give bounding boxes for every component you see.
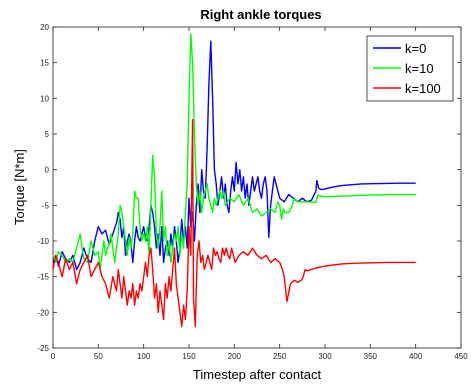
x-tick-label: 150 bbox=[182, 352, 196, 361]
legend: k=0 k=10 k=100 bbox=[366, 35, 454, 102]
legend-label: k=100 bbox=[405, 81, 441, 96]
series-line-k100 bbox=[52, 118, 416, 328]
y-tick-label: 0 bbox=[45, 166, 50, 175]
legend-label: k=0 bbox=[405, 41, 426, 56]
x-tick-label: 0 bbox=[51, 352, 56, 361]
x-tick-label: 350 bbox=[364, 352, 378, 361]
x-axis-label: Timestep after contact bbox=[193, 367, 322, 382]
y-tick-label: -15 bbox=[37, 273, 49, 282]
x-tick-label: 200 bbox=[228, 352, 242, 361]
y-tick-label: 20 bbox=[40, 23, 49, 32]
y-tick-label: -20 bbox=[37, 308, 49, 317]
x-tick-label: 50 bbox=[94, 352, 103, 361]
legend-label: k=10 bbox=[405, 61, 434, 76]
series-lines bbox=[52, 33, 416, 328]
x-tick-label: 300 bbox=[318, 352, 332, 361]
x-tick-label: 400 bbox=[409, 352, 423, 361]
y-tick-label: 10 bbox=[40, 94, 49, 103]
y-tick-label: 5 bbox=[45, 130, 50, 139]
x-tick-label: 250 bbox=[273, 352, 287, 361]
y-tick-label: -10 bbox=[37, 237, 49, 246]
axis-ticks: 0 50 100 150 200 250 300 350 400 450-25-20-15-10-… bbox=[37, 23, 468, 361]
y-tick-label: 15 bbox=[40, 59, 49, 68]
y-axis-label: Torque [N*m] bbox=[12, 149, 27, 225]
y-tick-label: -25 bbox=[37, 344, 49, 353]
series-line-k10 bbox=[52, 33, 416, 271]
x-tick-label: 100 bbox=[137, 352, 151, 361]
legend-items: k=0 k=10 k=100 bbox=[373, 41, 441, 96]
x-tick-label: 450 bbox=[454, 352, 468, 361]
chart-title: Right ankle torques bbox=[200, 7, 321, 22]
y-tick-label: -5 bbox=[42, 201, 50, 210]
series-line-k0 bbox=[52, 40, 416, 271]
